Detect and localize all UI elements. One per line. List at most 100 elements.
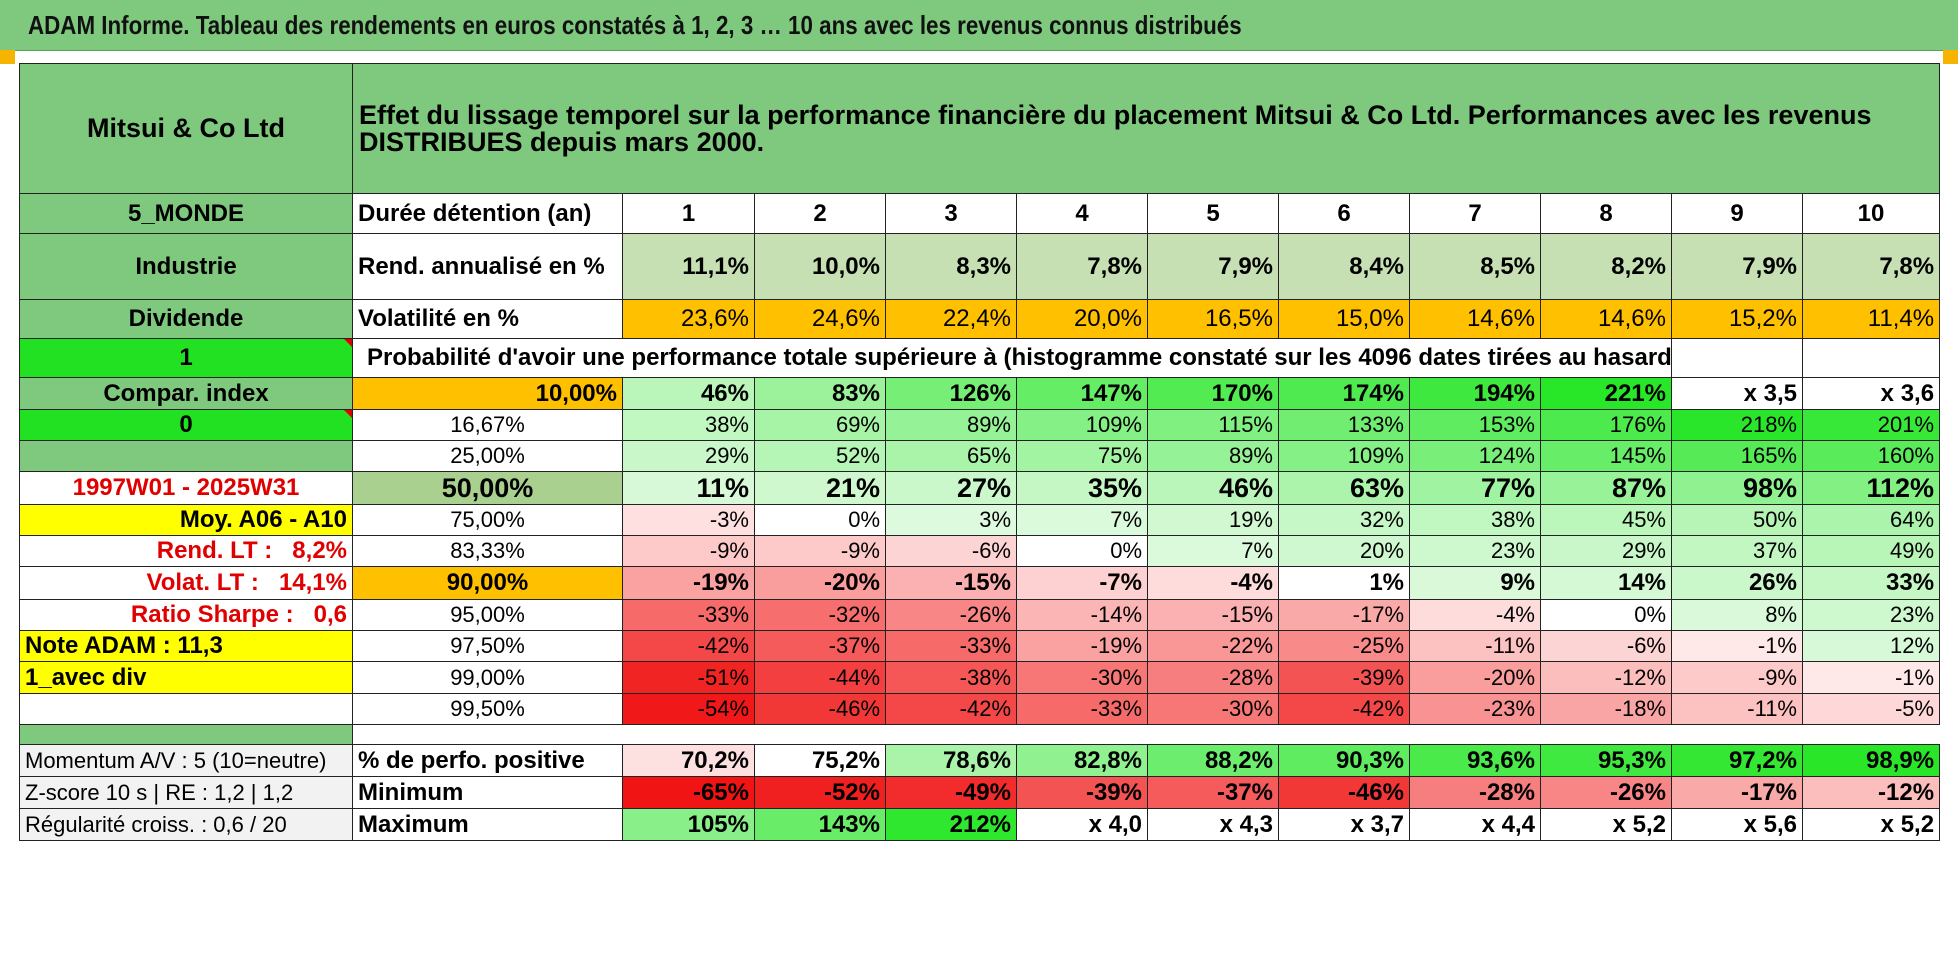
prob-value-cell: 50%: [1671, 504, 1803, 536]
footer-value-cell: x 3,7: [1278, 808, 1410, 841]
prob-value-cell: -26%: [885, 599, 1017, 631]
year-header: 8: [1540, 193, 1672, 234]
footer-value-cell: 97,2%: [1671, 744, 1803, 777]
vol-value: 11,4%: [1801, 299, 1941, 339]
year-header: 6: [1278, 193, 1410, 234]
prob-value-cell: 46%: [1147, 471, 1279, 505]
prob-value-cell: -46%: [754, 693, 886, 725]
footer-value-cell: 75,2%: [754, 744, 886, 777]
prob-value-cell: 89%: [1147, 440, 1279, 472]
prob-value-cell: 32%: [1278, 504, 1410, 536]
footer-value-cell: x 4,4: [1409, 808, 1541, 841]
prob-value-cell: 75%: [1016, 440, 1148, 472]
footer-value-cell: -37%: [1147, 776, 1279, 809]
prob-value-cell: 7%: [1016, 504, 1148, 536]
sharpe-label: Ratio Sharpe :: [130, 601, 294, 628]
prob-value-cell: 45%: [1540, 504, 1672, 536]
sharpe-value: 0,6: [313, 601, 347, 628]
sector-cell: Industrie: [19, 233, 353, 300]
year-header: 5: [1147, 193, 1279, 234]
footer-value-cell: -46%: [1278, 776, 1410, 809]
prob-value-cell: 109%: [1278, 440, 1410, 472]
report-title: ADAM Informe. Tableau des rendements en …: [28, 10, 1242, 40]
prob-value-cell: 145%: [1540, 440, 1672, 472]
prob-value-cell: 29%: [1540, 535, 1672, 567]
prob-value-cell: -33%: [1016, 693, 1148, 725]
footer-value-cell: -65%: [622, 776, 755, 809]
footer-value-cell: 105%: [622, 808, 755, 841]
prob-value-cell: 9%: [1409, 566, 1541, 600]
volat-lt-value: 14,1%: [278, 569, 347, 596]
prob-value-cell: 218%: [1671, 409, 1803, 441]
vol-value: 20,0%: [1016, 299, 1148, 339]
prob-value-cell: -17%: [1278, 599, 1410, 631]
rend-value: 7,9%: [1147, 233, 1279, 300]
vol-value: 16,5%: [1147, 299, 1279, 339]
prob-value-cell: -51%: [622, 661, 755, 694]
prob-value-cell: 126%: [885, 377, 1017, 410]
sheet-area: Mitsui & Co Ltd Effet du lissage tempore…: [19, 63, 1941, 841]
footer-value-cell: 143%: [754, 808, 886, 841]
title-bar: ADAM Informe. Tableau des rendements en …: [0, 0, 1958, 51]
prob-value-cell: -9%: [754, 535, 886, 567]
rend-value: 8,3%: [885, 233, 1017, 300]
prob-value-cell: -14%: [1016, 599, 1148, 631]
prob-value-cell: 194%: [1409, 377, 1541, 410]
prob-value-cell: -1%: [1671, 630, 1803, 662]
footer-value-cell: -52%: [754, 776, 886, 809]
prob-value-cell: 37%: [1671, 535, 1803, 567]
prob-value-cell: -39%: [1278, 661, 1410, 694]
prob-value-cell: 176%: [1540, 409, 1672, 441]
prob-value-cell: 89%: [885, 409, 1017, 441]
rend-lt-cell: Rend. LT : 8,2%: [19, 535, 353, 567]
prob-value-cell: 109%: [1016, 409, 1148, 441]
prob-value-cell: -20%: [754, 566, 886, 600]
rend-label: Rend. annualisé en %: [352, 233, 623, 300]
footer-value-cell: 78,6%: [885, 744, 1017, 777]
prob-value-cell: 21%: [754, 471, 886, 505]
prob-value-cell: -15%: [1147, 599, 1279, 631]
year-header: 3: [885, 193, 1017, 234]
prob-value-cell: 35%: [1016, 471, 1148, 505]
prob-value-cell: -38%: [885, 661, 1017, 694]
footer-value-cell: 98,9%: [1801, 744, 1941, 777]
rend-value: 11,1%: [622, 233, 755, 300]
prob-value-cell: 87%: [1540, 471, 1672, 505]
prob-value-cell: 77%: [1409, 471, 1541, 505]
rend-lt-label: Rend. LT :: [156, 537, 273, 564]
metric-info-cell: Régularité croiss. : 0,6 / 20: [19, 808, 353, 841]
prob-value-cell: 29%: [622, 440, 755, 472]
rend-lt-value: 8,2%: [292, 537, 347, 564]
vol-value: 15,0%: [1278, 299, 1410, 339]
prob-value-cell: 46%: [622, 377, 755, 410]
prob-value-cell: 27%: [885, 471, 1017, 505]
threshold-cell: 83,33%: [352, 535, 623, 567]
prob-value-cell: -12%: [1540, 661, 1672, 694]
prob-value-cell: 221%: [1540, 377, 1672, 410]
prob-value-cell: 8%: [1671, 599, 1803, 631]
prob-value-cell: 19%: [1147, 504, 1279, 536]
threshold-cell: 16,67%: [352, 409, 623, 441]
prob-value-cell: 170%: [1147, 377, 1279, 410]
footer-value-cell: -17%: [1671, 776, 1803, 809]
footer-value-cell: x 4,3: [1147, 808, 1279, 841]
prob-value-cell: 38%: [622, 409, 755, 441]
zone-cell: 5_MONDE: [19, 193, 353, 234]
prob-value-cell: -4%: [1409, 599, 1541, 631]
prob-value-cell: 23%: [1801, 599, 1941, 631]
threshold-cell: 99,00%: [352, 661, 623, 694]
footer-value-cell: 95,3%: [1540, 744, 1672, 777]
flag-cell-0: 0: [19, 409, 353, 441]
threshold-cell: 75,00%: [352, 504, 623, 536]
prob-value-cell: 49%: [1801, 535, 1941, 567]
threshold-cell: 50,00%: [352, 471, 623, 505]
prob-value-cell: 133%: [1278, 409, 1410, 441]
corner-marker-left: [0, 50, 15, 64]
years-label: Durée détention (an): [352, 193, 623, 234]
prob-value-cell: 115%: [1147, 409, 1279, 441]
footer-value-cell: -28%: [1409, 776, 1541, 809]
prob-value-cell: 23%: [1409, 535, 1541, 567]
fund-name-cell: Mitsui & Co Ltd: [19, 63, 353, 194]
threshold-cell: 95,00%: [352, 599, 623, 631]
prob-value-cell: 38%: [1409, 504, 1541, 536]
